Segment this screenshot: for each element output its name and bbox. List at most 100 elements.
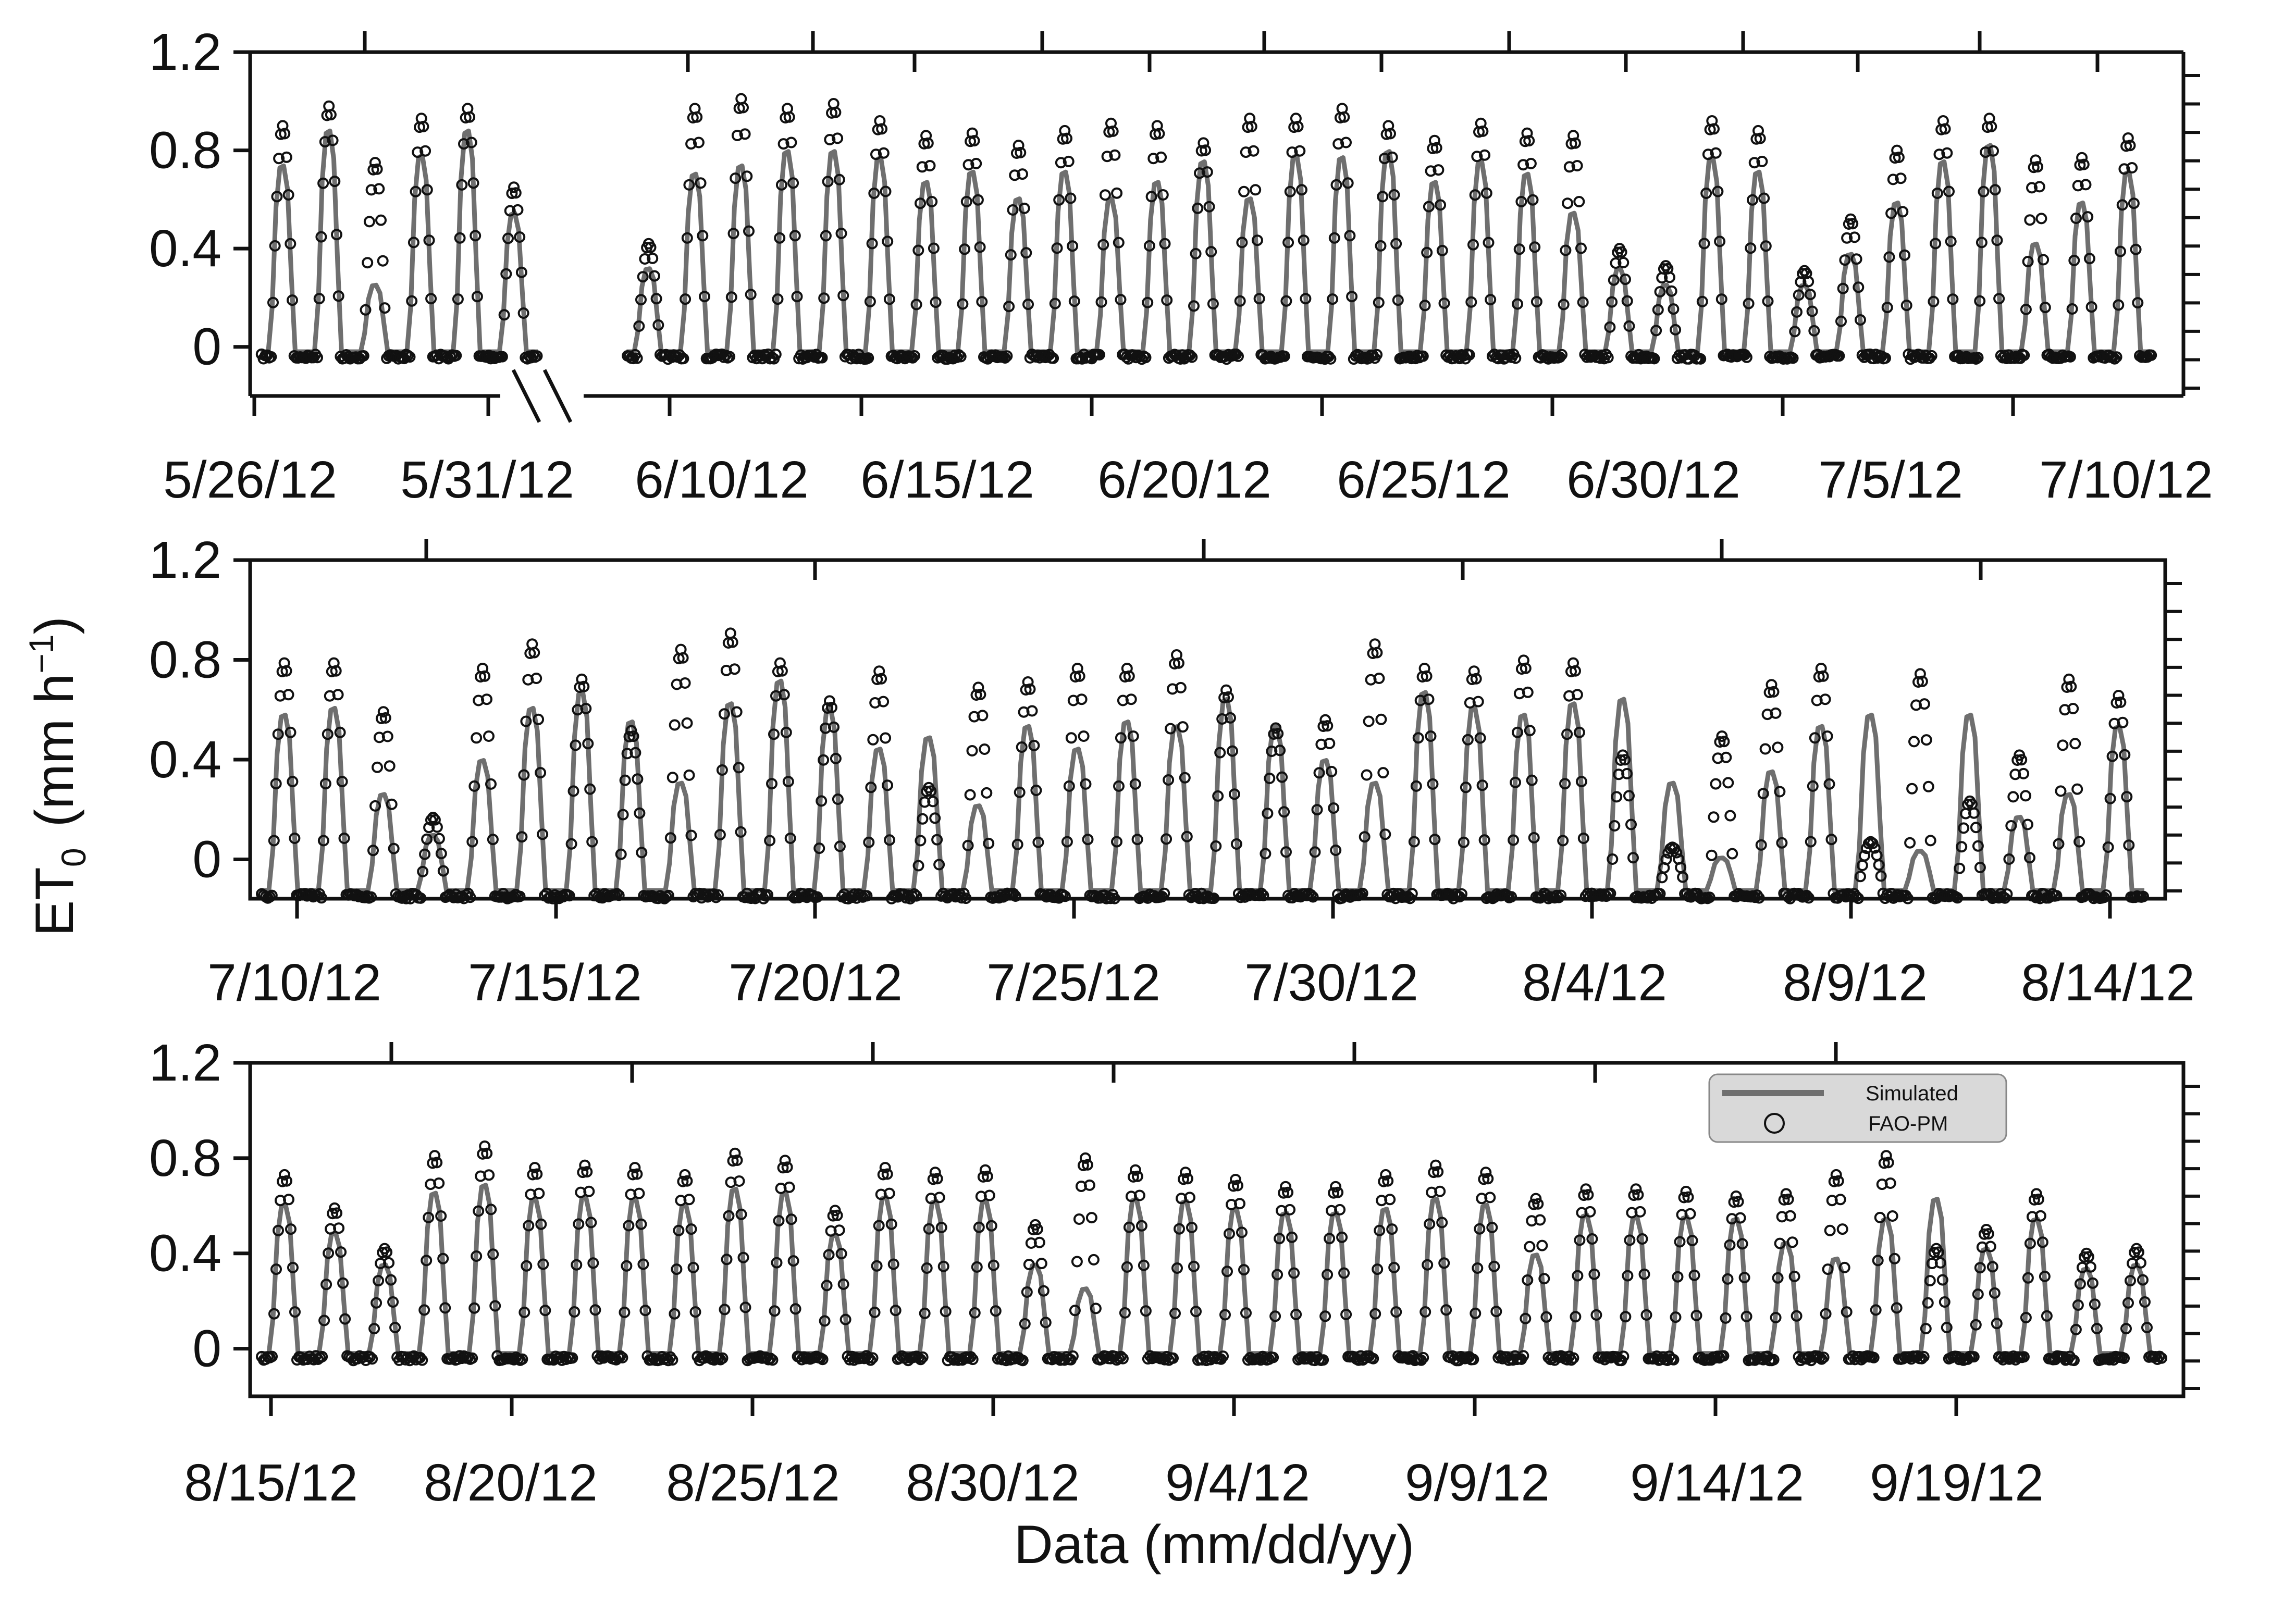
x-tick-label: 8/25/12 (666, 1454, 840, 1512)
fao-pm-point (1427, 778, 1439, 790)
fao-pm-point (462, 1351, 474, 1363)
fao-pm-point (2085, 301, 2097, 313)
fao-pm-point (1740, 351, 1752, 363)
legend-simulated-label: Simulated (1866, 1082, 1958, 1105)
fao-pm-point (1228, 1180, 1239, 1192)
fao-pm-point (1236, 237, 1248, 249)
fao-pm-point (1434, 1185, 1446, 1197)
fao-pm-point (1476, 779, 1488, 791)
fao-pm-point (2007, 791, 2019, 803)
fao-pm-point (880, 732, 892, 744)
fao-pm-point (1743, 297, 1755, 309)
plot-frame (248, 1061, 2186, 1398)
fao-pm-point (1328, 232, 1340, 244)
fao-pm-point (571, 1259, 583, 1271)
fao-pm-point (1180, 1167, 1191, 1179)
fao-pm-point (1207, 298, 1219, 310)
fao-pm-point (1182, 1173, 1193, 1185)
fao-pm-point (631, 352, 643, 364)
fao-pm-point (416, 1354, 428, 1366)
fao-pm-point (2068, 254, 2080, 266)
fao-pm-point (1232, 350, 1244, 362)
x-tick-label: 8/30/12 (906, 1454, 1080, 1512)
fao-pm-point (419, 145, 431, 157)
fao-pm-point (1809, 732, 1821, 744)
fao-pm-point (1618, 257, 1630, 268)
fao-pm-point (1478, 1173, 1490, 1185)
x-tick-label: 5/31/12 (400, 451, 574, 509)
fao-pm-point (1169, 1307, 1181, 1319)
fao-pm-point (1837, 282, 1849, 294)
fao-pm-point (466, 1352, 478, 1364)
fao-pm-point (319, 778, 331, 790)
fao-pm-point (718, 708, 730, 720)
fao-pm-point (1755, 839, 1767, 851)
fao-pm-point (2036, 1236, 2048, 1248)
fao-pm-point (1736, 1238, 1748, 1250)
fao-pm-point (516, 1353, 528, 1365)
fao-pm-point (1968, 1351, 1980, 1363)
fao-pm-point (2128, 197, 2140, 209)
fao-pm-point (2120, 1323, 2132, 1335)
fao-pm-point (577, 1167, 589, 1179)
fao-pm-point (725, 291, 737, 303)
fao-pm-point (777, 138, 789, 150)
fao-pm-point (335, 1246, 347, 1258)
fao-pm-point (386, 798, 398, 810)
fao-pm-point (289, 1306, 301, 1318)
fao-pm-point (883, 1187, 895, 1199)
fao-pm-point (1758, 192, 1770, 204)
fao-pm-point (1512, 298, 1523, 310)
fao-pm-point (433, 833, 445, 845)
fao-pm-point (912, 244, 924, 256)
fao-pm-point (629, 1162, 641, 1174)
fao-pm-point (1174, 1223, 1185, 1235)
fao-pm-point (1567, 1352, 1579, 1364)
fao-pm-point (1264, 773, 1276, 784)
fao-pm-point (381, 1246, 393, 1258)
fao-pm-point (821, 1280, 833, 1292)
fao-pm-point (1636, 1233, 1648, 1245)
fao-pm-point (1515, 196, 1527, 207)
legend-box (1708, 1073, 2007, 1143)
fao-pm-point (512, 204, 524, 216)
fao-pm-point (890, 1305, 902, 1317)
fao-pm-point (1375, 240, 1387, 252)
fao-pm-point (724, 351, 736, 363)
fao-pm-point (677, 652, 689, 664)
fao-pm-point (373, 1275, 385, 1287)
fao-pm-point (531, 350, 543, 362)
fao-pm-point (1117, 1353, 1129, 1365)
fao-pm-point (1882, 1157, 1894, 1169)
fao-pm-point (285, 1223, 297, 1235)
fao-pm-point (1567, 130, 1579, 142)
fao-pm-point (281, 1175, 292, 1187)
fao-pm-point (371, 1297, 382, 1309)
fao-pm-point (1577, 296, 1589, 308)
fao-pm-point (1875, 870, 1887, 882)
fao-pm-point (427, 812, 439, 823)
fao-pm-point (1918, 698, 1930, 710)
x-tick-label: 5/26/12 (163, 451, 337, 509)
fao-pm-point (1939, 123, 1951, 135)
fao-pm-point (485, 778, 497, 790)
fao-pm-point (1880, 1150, 1892, 1162)
fao-pm-point (878, 696, 890, 708)
fao-pm-point (1007, 204, 1019, 216)
fao-pm-point (2139, 1296, 2151, 1308)
fao-pm-point (685, 829, 697, 841)
fao-pm-point (1974, 862, 1986, 873)
fao-pm-point (1696, 295, 1708, 307)
fao-pm-point (1338, 111, 1350, 123)
fao-pm-point (1972, 352, 1984, 364)
fao-pm-point (883, 293, 895, 305)
fao-pm-point (530, 673, 542, 684)
fao-pm-point (452, 293, 464, 305)
fao-pm-point (776, 665, 788, 677)
fao-pm-point (1093, 349, 1105, 361)
fao-pm-point (1490, 1306, 1502, 1318)
fao-pm-point (1858, 850, 1870, 862)
fao-pm-point (423, 1211, 435, 1223)
fao-pm-point (1163, 774, 1175, 786)
fao-pm-point (1638, 1268, 1650, 1280)
